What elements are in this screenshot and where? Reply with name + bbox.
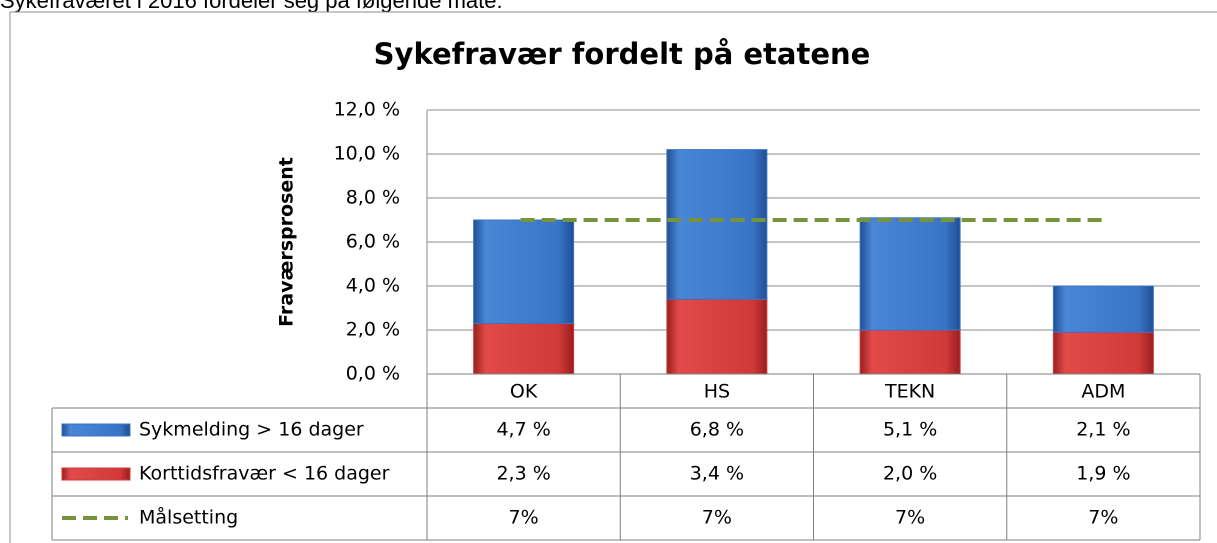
table-value: 2,1 % bbox=[1076, 419, 1130, 441]
y-tick-label: 6,0 % bbox=[346, 231, 400, 253]
bar-segment bbox=[666, 298, 768, 375]
table-value: 6,8 % bbox=[690, 419, 744, 441]
bar-segment bbox=[1052, 285, 1154, 333]
bar-segment bbox=[666, 149, 768, 300]
table-value: 2,0 % bbox=[883, 463, 937, 485]
legend-key bbox=[61, 423, 131, 437]
table-value: 7% bbox=[895, 507, 925, 529]
y-tick-label: 12,0 % bbox=[334, 99, 400, 121]
legend-label: Sykmelding > 16 dager bbox=[139, 419, 364, 441]
bar-segment bbox=[473, 322, 575, 375]
table-value: 4,7 % bbox=[496, 419, 550, 441]
bar-segment bbox=[859, 329, 961, 375]
y-tick-label: 2,0 % bbox=[346, 319, 400, 341]
chart-frame bbox=[9, 11, 1217, 543]
x-tick-label: ADM bbox=[1081, 381, 1125, 403]
legend-label: Målsetting bbox=[139, 506, 238, 529]
table-value: 7% bbox=[702, 507, 732, 529]
caption: Sykefraværet i 2016 fordeler seg på følg… bbox=[0, 0, 503, 13]
y-tick-label: 10,0 % bbox=[334, 143, 400, 165]
table-value: 7% bbox=[1088, 507, 1118, 529]
bar-segment bbox=[859, 217, 961, 331]
table-value: 7% bbox=[509, 507, 539, 529]
y-tick-label: 4,0 % bbox=[346, 275, 400, 297]
legend-label: Korttidsfravær < 16 dager bbox=[139, 463, 390, 485]
x-tick-label: TEKN bbox=[884, 381, 935, 403]
y-axis-label: Fraværsprosent bbox=[276, 157, 298, 327]
chart-title: Sykefravær fordelt på etatene bbox=[374, 37, 871, 71]
x-tick-label: OK bbox=[510, 381, 538, 403]
bar-segment bbox=[473, 219, 575, 324]
table-value: 2,3 % bbox=[496, 463, 550, 485]
table-value: 3,4 % bbox=[690, 463, 744, 485]
y-tick-label: 8,0 % bbox=[346, 187, 400, 209]
x-tick-label: HS bbox=[704, 381, 730, 403]
table-value: 5,1 % bbox=[883, 419, 937, 441]
y-tick-label: 0,0 % bbox=[346, 363, 400, 385]
bar-segment bbox=[1052, 331, 1154, 375]
table-value: 1,9 % bbox=[1076, 463, 1130, 485]
legend-key bbox=[61, 467, 131, 481]
